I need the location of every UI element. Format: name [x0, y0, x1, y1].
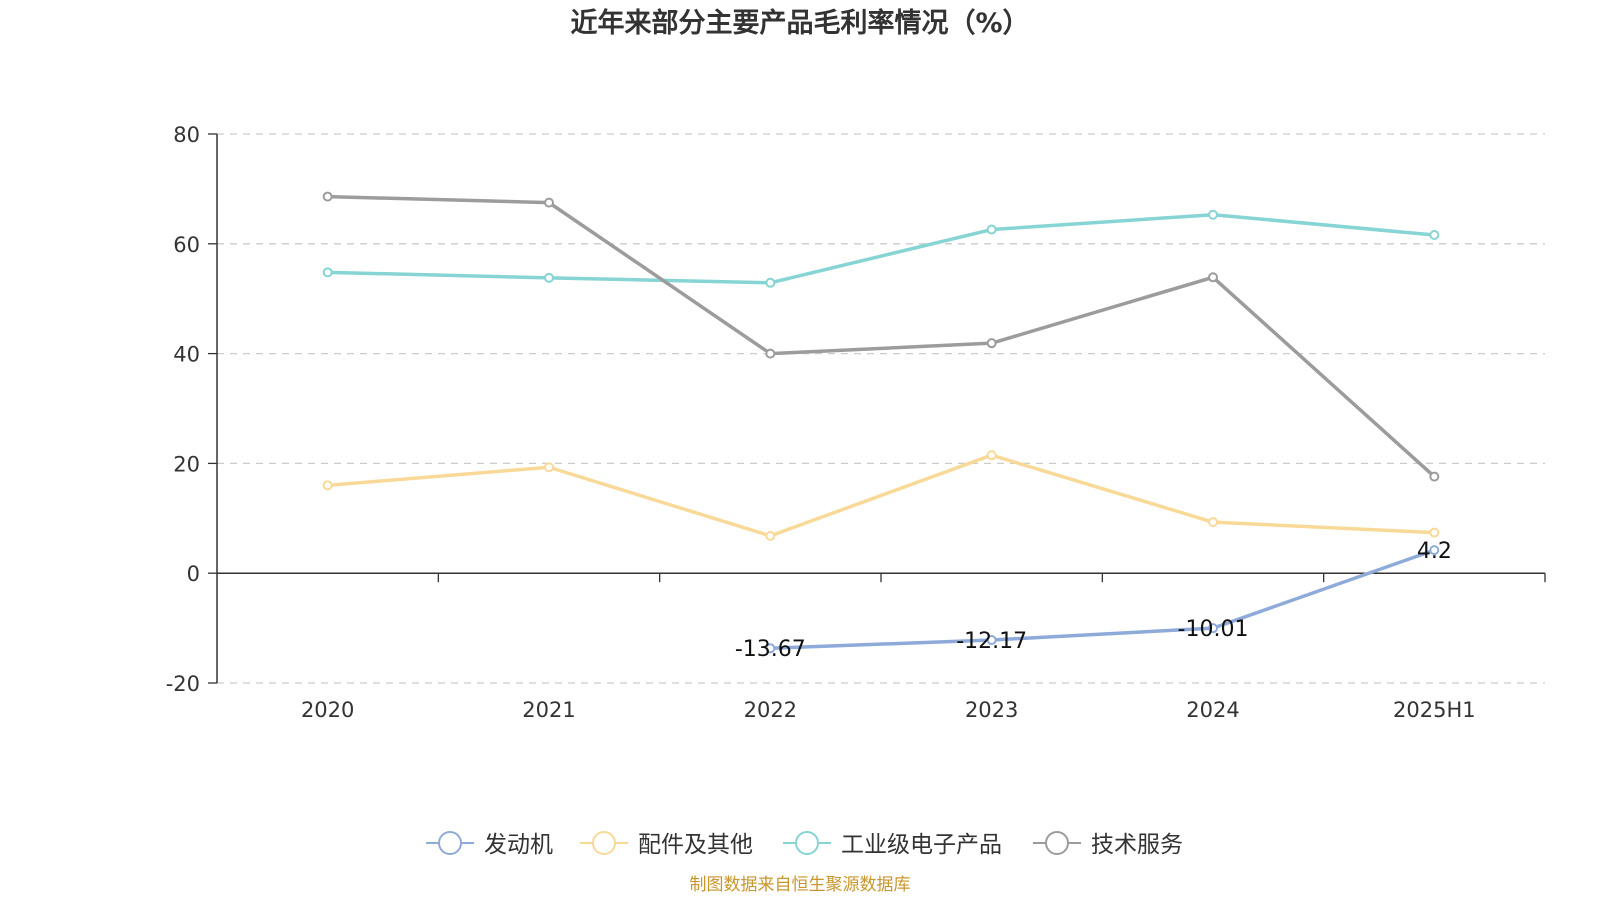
- y-tick-label: -20: [166, 672, 200, 696]
- legend-item[interactable]: 技术服务: [1033, 831, 1183, 858]
- y-tick-label: 40: [173, 343, 200, 367]
- data-label: 4.2: [1417, 539, 1452, 564]
- y-tick-label: 0: [187, 562, 200, 586]
- x-tick-label: 2021: [522, 698, 575, 722]
- x-tick-label: 2022: [744, 698, 797, 722]
- axes: 80 60 40 20 0 -20 2020 2021 2022 2023 2024 2025H1: [166, 123, 1546, 722]
- data-point[interactable]: [765, 277, 776, 288]
- x-tick-label: 2023: [965, 698, 1018, 722]
- source-note: 制图数据来自恒生聚源数据库: [690, 875, 911, 895]
- legend-label: 发动机: [484, 832, 553, 858]
- data-point[interactable]: [986, 450, 997, 461]
- legend-marker: [438, 831, 462, 855]
- data-point[interactable]: [986, 635, 997, 646]
- data-labels: -13.67 -12.17 -10.01 4.2: [735, 539, 1452, 662]
- x-tick-label: 2024: [1186, 698, 1239, 722]
- data-point[interactable]: [544, 272, 554, 283]
- y-tick-label: 60: [173, 233, 200, 257]
- legend-label: 工业级电子产品: [841, 832, 1002, 858]
- series-line: [770, 548, 1435, 650]
- data-point[interactable]: [1208, 272, 1218, 283]
- data-label: -10.01: [1178, 617, 1249, 642]
- data-point[interactable]: [544, 462, 554, 473]
- chart-title: 近年来部分主要产品毛利率情况（%）: [570, 7, 1029, 39]
- x-tick-label: 2020: [301, 698, 354, 722]
- data-point[interactable]: [1429, 545, 1440, 556]
- data-point[interactable]: [986, 338, 997, 349]
- data-label: -12.17: [956, 629, 1027, 654]
- data-point[interactable]: [1429, 230, 1440, 241]
- y-tick-label: 20: [173, 452, 200, 476]
- legend-marker: [795, 831, 819, 855]
- data-point[interactable]: [1208, 517, 1218, 528]
- legend-item[interactable]: 工业级电子产品: [783, 831, 1002, 858]
- data-point[interactable]: [1208, 623, 1218, 634]
- legend-item[interactable]: 发动机: [426, 831, 553, 858]
- legend-marker: [1045, 831, 1069, 855]
- data-point[interactable]: [765, 348, 776, 359]
- data-point[interactable]: [544, 197, 554, 208]
- y-tick-label: 80: [173, 123, 200, 147]
- legend-item[interactable]: 配件及其他: [580, 831, 753, 858]
- series-line: [327, 194, 1436, 478]
- legend-label: 技术服务: [1091, 832, 1183, 858]
- legend-label: 配件及其他: [638, 832, 753, 858]
- data-point[interactable]: [986, 224, 997, 235]
- data-label: -13.67: [735, 637, 806, 662]
- grid-lines: [217, 133, 1545, 684]
- data-point[interactable]: [1429, 527, 1440, 538]
- data-point[interactable]: [322, 480, 333, 491]
- legend-marker: [592, 831, 616, 855]
- series-line: [327, 212, 1435, 285]
- data-point[interactable]: [1208, 209, 1218, 220]
- legend[interactable]: 发动机 配件及其他 工业级电子产品 技术服务: [426, 831, 1183, 858]
- data-point[interactable]: [765, 643, 776, 654]
- x-tick-label: 2025H1: [1393, 698, 1476, 722]
- data-point[interactable]: [1429, 471, 1440, 482]
- data-point[interactable]: [322, 267, 333, 278]
- series-lines: [322, 191, 1440, 654]
- data-point[interactable]: [765, 530, 776, 541]
- series-line: [327, 453, 1435, 538]
- data-point[interactable]: [322, 191, 333, 202]
